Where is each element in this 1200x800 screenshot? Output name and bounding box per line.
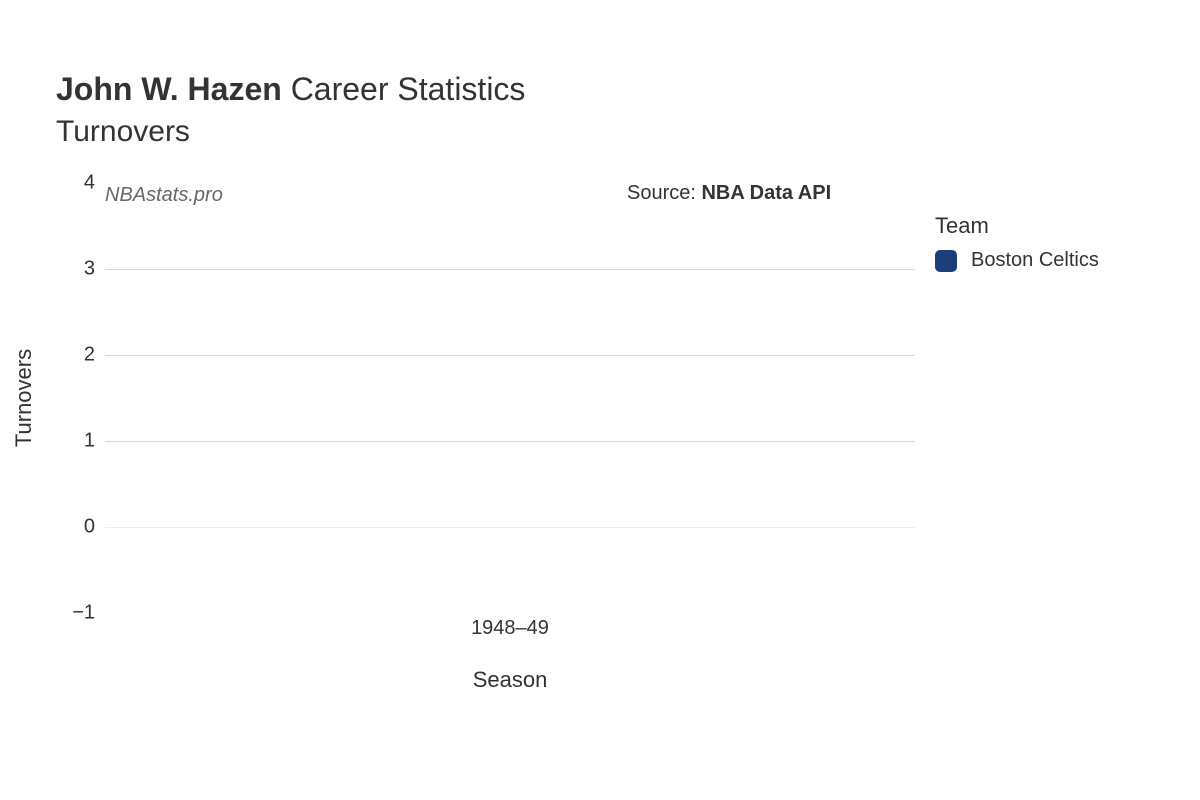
legend-items: Boston Celtics [935,249,1099,272]
gridline [105,269,915,270]
chart-subtitle: Turnovers [56,112,525,151]
y-axis-label: Turnovers [11,349,37,447]
y-tick-label: 0 [55,516,95,539]
plot-area [105,183,915,613]
legend-item-label: Boston Celtics [971,249,1099,272]
gridline [105,355,915,356]
gridline [105,527,915,528]
y-tick-label: −1 [55,602,95,625]
x-axis-label: Season [473,667,548,693]
x-tick-label: 1948–49 [471,617,549,640]
title-suffix: Career Statistics [282,71,526,107]
y-tick-label: 1 [55,430,95,453]
player-name: John W. Hazen [56,71,282,107]
y-tick-label: 3 [55,258,95,281]
chart-container: John W. Hazen Career Statistics Turnover… [0,0,1200,800]
chart-title-block: John W. Hazen Career Statistics Turnover… [56,70,525,151]
legend-swatch [935,250,957,272]
y-tick-label: 2 [55,344,95,367]
legend-item: Boston Celtics [935,249,1099,272]
chart-title: John W. Hazen Career Statistics [56,70,525,108]
gridline [105,441,915,442]
legend: Team Boston Celtics [935,213,1099,272]
legend-title: Team [935,213,1099,239]
y-tick-label: 4 [55,172,95,195]
